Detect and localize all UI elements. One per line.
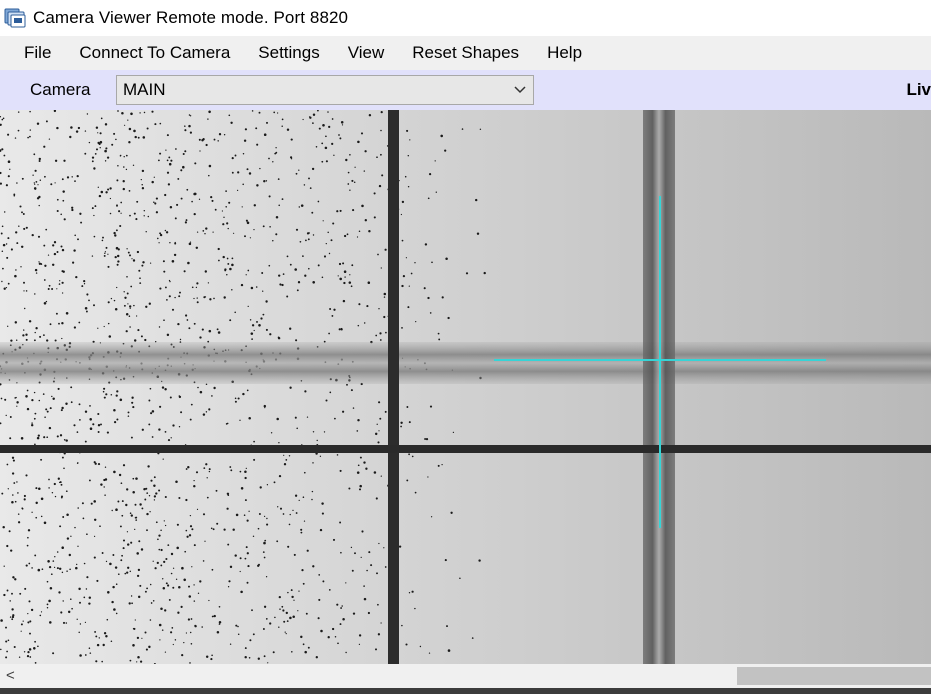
menu-help[interactable]: Help: [547, 43, 583, 62]
camera-select[interactable]: MAIN: [116, 75, 534, 105]
camera-image-view[interactable]: [0, 110, 931, 664]
status-bar: [0, 688, 931, 694]
scroll-left-arrow-icon[interactable]: <: [6, 667, 15, 684]
live-status-text: Liv: [906, 80, 931, 99]
horizontal-dark-line: [0, 445, 931, 453]
menu-connect-to-camera[interactable]: Connect To Camera: [79, 43, 231, 62]
menu-view[interactable]: View: [347, 43, 385, 62]
title-bar: Camera Viewer Remote mode. Port 8820: [0, 0, 931, 36]
menu-file[interactable]: File: [24, 43, 52, 62]
menu-reset-shapes[interactable]: Reset Shapes: [412, 43, 520, 62]
window-title: Camera Viewer Remote mode. Port 8820: [33, 8, 349, 27]
camera-label: Camera: [30, 80, 91, 99]
scroll-thumb[interactable]: [737, 667, 931, 685]
menu-settings[interactable]: Settings: [258, 43, 320, 62]
image-background: [0, 110, 931, 664]
horizontal-blur-band: [0, 342, 931, 384]
camera-select-value: MAIN: [123, 80, 166, 99]
camera-app-icon: [4, 8, 26, 28]
chevron-down-icon: [514, 86, 526, 94]
horizontal-scrollbar[interactable]: <: [0, 664, 931, 688]
menu-bar: File Connect To Camera Settings View Res…: [0, 36, 931, 70]
vertical-dark-line: [388, 110, 399, 664]
camera-toolbar: Camera MAIN Liv: [0, 70, 931, 110]
camera-image: [0, 110, 931, 664]
